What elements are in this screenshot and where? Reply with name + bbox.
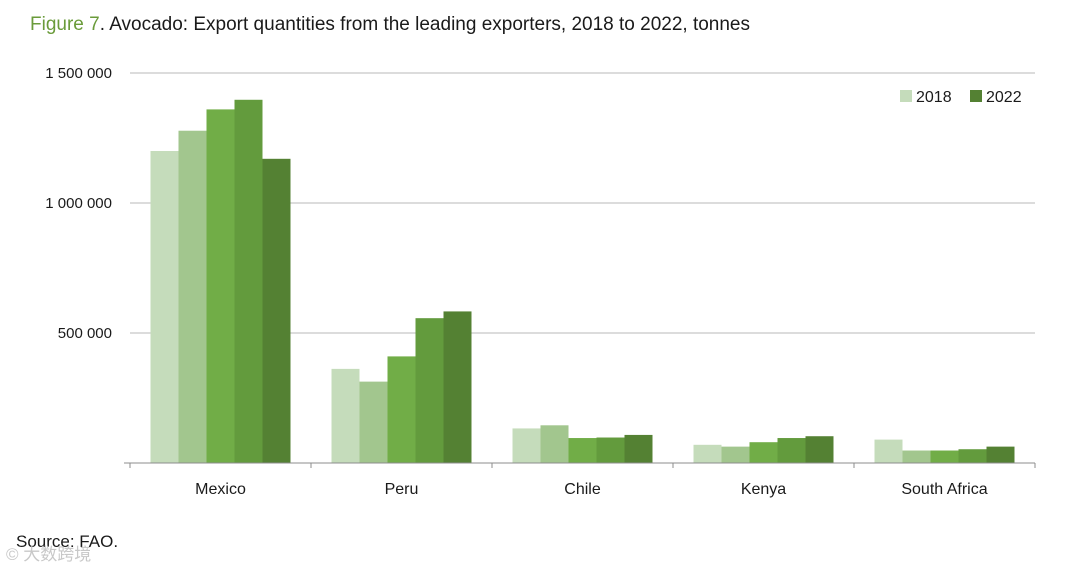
title-text: . Avocado: Export quantities from the le…: [99, 14, 750, 35]
bar-chile-2019: [540, 425, 569, 463]
category-label: South Africa: [901, 481, 987, 498]
bar-south-africa-2022: [986, 446, 1015, 463]
bar-south-africa-2019: [902, 450, 931, 463]
category-label: Peru: [385, 481, 419, 498]
bar-south-africa-2020: [930, 450, 959, 463]
bar-mexico-2019: [178, 130, 207, 463]
category-label: Kenya: [741, 481, 786, 498]
legend-swatch-2018: [900, 90, 912, 102]
legend-label-2018: 2018: [916, 89, 952, 106]
source-note: Source: FAO.: [16, 532, 119, 551]
bar-kenya-2018: [693, 444, 722, 463]
legend-label-2022: 2022: [986, 89, 1022, 106]
bar-peru-2019: [359, 381, 388, 463]
bar-chile-2022: [624, 434, 653, 463]
bar-chile-2018: [512, 428, 541, 463]
bar-south-africa-2018: [874, 439, 903, 463]
bar-chile-2021: [596, 437, 625, 463]
watermark: © 大数跨境: [6, 545, 92, 564]
bar-kenya-2022: [805, 436, 834, 463]
y-tick-label: 1 500 000: [45, 65, 112, 82]
bar-chile-2020: [568, 438, 597, 463]
y-tick-labels: 500 000 1 000 000 1 500 000: [45, 65, 112, 342]
y-tick-label: 1 000 000: [45, 195, 112, 212]
bar-peru-2020: [387, 356, 416, 463]
bar-mexico-2020: [206, 109, 235, 464]
figure-label: Figure 7: [30, 14, 100, 35]
bar-mexico-2022: [262, 158, 291, 464]
category-labels: Mexico Peru Chile Kenya South Africa: [195, 481, 988, 498]
legend-swatch-2022: [970, 90, 982, 102]
bars: [150, 99, 1015, 464]
legend: 2018 2022: [900, 89, 1022, 106]
bar-south-africa-2021: [958, 449, 987, 463]
axes: [124, 462, 1036, 468]
bar-mexico-2018: [150, 151, 179, 463]
bar-peru-2022: [443, 311, 472, 463]
bar-mexico-2021: [234, 99, 263, 463]
bar-kenya-2019: [721, 446, 750, 463]
category-label: Chile: [564, 481, 601, 498]
bar-peru-2018: [331, 368, 360, 463]
bar-peru-2021: [415, 318, 444, 463]
category-label: Mexico: [195, 481, 246, 498]
y-tick-label: 500 000: [58, 325, 112, 342]
bar-kenya-2021: [777, 438, 806, 463]
chart-title: Figure 7. Avocado: Export quantities fro…: [30, 14, 750, 36]
bar-kenya-2020: [749, 442, 778, 463]
